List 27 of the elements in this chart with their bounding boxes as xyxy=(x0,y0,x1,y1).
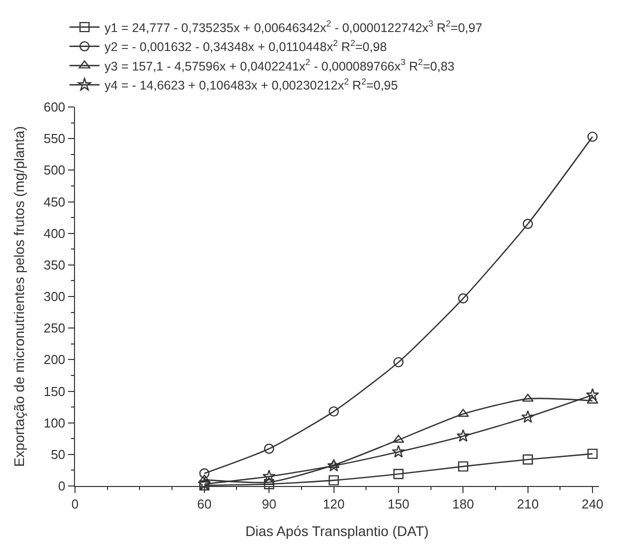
y-tick-label: 0 xyxy=(58,478,66,494)
x-tick-label: 60 xyxy=(197,496,212,512)
y-tick-label: 50 xyxy=(50,446,66,462)
y-tick-label: 150 xyxy=(44,384,66,399)
legend-label: y3 = 157,1 - 4,57596x + 0,0402241x$^{2}$ - 0,000089766x$^{3}$ R$^{2}$=0,83 xyxy=(104,57,455,74)
y-tick-label: 550 xyxy=(44,131,66,146)
y-tick-label: 300 xyxy=(44,289,66,304)
y-tick-label: 350 xyxy=(44,257,66,272)
legend-label: y1 = 24,777 - 0,735235x + 0,00646342x$^{2}$ - 0,0000122742x$^{3}$ R$^{2}$=0,97 xyxy=(104,18,482,35)
y-tick-label: 500 xyxy=(44,162,66,178)
y-axis-title: Exportação de micronutrientes pelos frutos (mg/planta) xyxy=(11,126,28,467)
y-tick-label: 100 xyxy=(44,415,66,430)
x-axis-title: Dias Após Transplantio (DAT) xyxy=(245,523,429,539)
y-tick-label: 250 xyxy=(44,320,66,336)
x-tick-label: 210 xyxy=(516,496,539,512)
y-tick-label: 600 xyxy=(44,100,66,115)
legend-label: y4 = - 14,6623 + 0,106483x + 0,00230212x$^{2}$ R$^{2}$=0,95 xyxy=(104,76,398,93)
y-tick-label: 400 xyxy=(44,226,66,241)
x-tick-label: 0 xyxy=(71,496,79,512)
x-tick-label: 180 xyxy=(452,496,474,512)
x-tick-label: 150 xyxy=(388,496,410,512)
y-tick-label: 200 xyxy=(44,352,66,368)
legend-label: y2 = - 0,001632 - 0,34348x + 0,0110448x$^{2}$ R$^{2}$=0,98 xyxy=(104,38,387,54)
x-tick-label: 90 xyxy=(262,496,276,512)
x-tick-label: 240 xyxy=(582,496,604,512)
y-tick-label: 450 xyxy=(44,194,66,210)
x-tick-label: 120 xyxy=(322,496,345,512)
